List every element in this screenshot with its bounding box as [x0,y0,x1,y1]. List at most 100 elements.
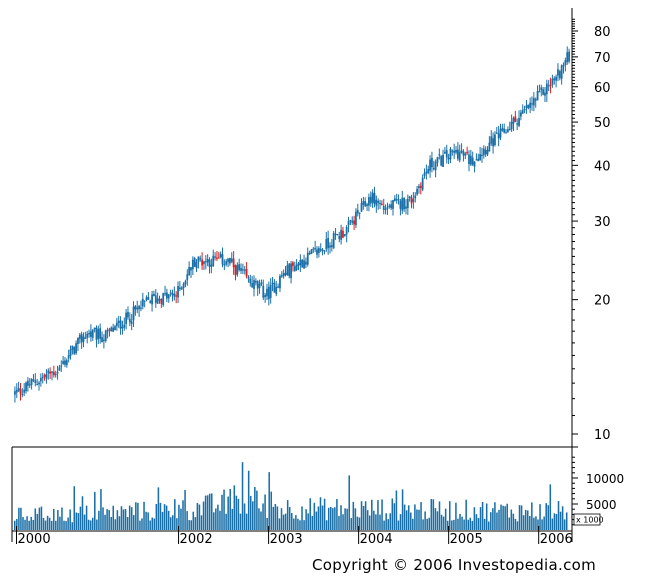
volume-bar [332,508,334,530]
candle-body [521,110,524,114]
candle-body [531,103,533,105]
candle-body [34,380,37,384]
volume-bar [516,521,519,530]
candle-body [125,312,128,324]
volume-bar [514,518,517,530]
price-tick-label: 60 [594,81,611,96]
candle-body [173,293,176,297]
candle-body [395,199,398,201]
candle-body [19,389,22,394]
volume-bar [340,505,342,530]
volume-bar [329,506,332,530]
candle-body [380,203,383,206]
candle-body [195,261,198,269]
volume-bar [223,489,225,530]
candle-body [143,300,146,302]
volume-bar [512,513,515,530]
candle-body [86,333,89,338]
volume-bar [198,504,201,530]
volume-bar [446,520,449,530]
volume-bar [184,490,186,530]
volume-bar [565,512,568,530]
candle-body [555,76,557,81]
candle-body [23,389,26,393]
volume-bar [233,485,236,530]
volume-bar [73,486,76,530]
volume-bar [249,495,252,530]
volume-bar [293,518,295,530]
volume-bar [483,518,486,530]
volume-bar [557,501,560,530]
volume-bar [227,496,229,530]
volume-bar [118,516,121,530]
candle-body [299,259,302,266]
volume-bar [286,500,289,530]
volume-bar [350,518,353,530]
volume-bar [278,518,281,530]
candle-body [214,256,216,258]
candle-body [486,149,489,155]
volume-bar [344,508,346,530]
candle-body [499,129,502,138]
candle-body [549,84,552,86]
volume-bar [412,518,414,530]
volume-bar [161,511,164,530]
candle-body [453,150,456,153]
volume-bar [391,498,394,530]
volume-bar [110,516,112,530]
volume-bar [305,509,307,530]
volume-bar [221,494,223,530]
volume-bar [260,511,262,530]
volume-bar [108,510,110,530]
candle-body [519,112,522,117]
candle-body [527,104,530,109]
volume-bar [522,515,525,530]
candle-body [373,193,376,204]
volume-bar [539,504,541,530]
volume-bar [36,513,39,530]
volume-bar [239,513,242,530]
volume-bar [147,512,149,530]
candle-body [251,283,254,288]
volume-bar [219,510,221,530]
volume-bar [541,519,543,530]
candle-body [514,116,517,122]
volume-bar [225,513,227,530]
volume-bar [520,505,523,530]
candle-body [99,328,102,339]
candle-body [30,379,33,385]
candle-body [121,326,124,329]
candle-body [245,269,248,277]
volume-bar [496,512,498,530]
volume-bar [397,520,400,530]
candle-body [312,248,315,250]
candle-body [505,132,507,134]
volume-bar [442,516,445,530]
volume-bar [61,507,63,530]
candle-body [336,234,339,236]
volume-bar [87,519,90,530]
candle-body [71,345,74,350]
volume-bar [75,512,78,530]
candle-body [97,329,100,339]
candle-body [308,253,311,255]
candle-body [405,206,407,209]
candle-body [47,370,50,374]
candle-body [542,89,545,95]
volume-bar [307,513,309,530]
volume-bar [535,516,537,530]
volume-bar [325,520,328,530]
candle-body [38,382,40,385]
candle-body [110,327,113,332]
volume-bar [28,520,30,530]
candle-body [434,161,437,171]
volume-bar [124,509,127,530]
candle-body [551,78,554,85]
candle-body [95,327,98,340]
candle-body [112,327,115,332]
candle-body [473,161,476,167]
volume-bar [159,502,162,530]
candle-body [182,283,185,289]
candle-body [210,264,213,267]
